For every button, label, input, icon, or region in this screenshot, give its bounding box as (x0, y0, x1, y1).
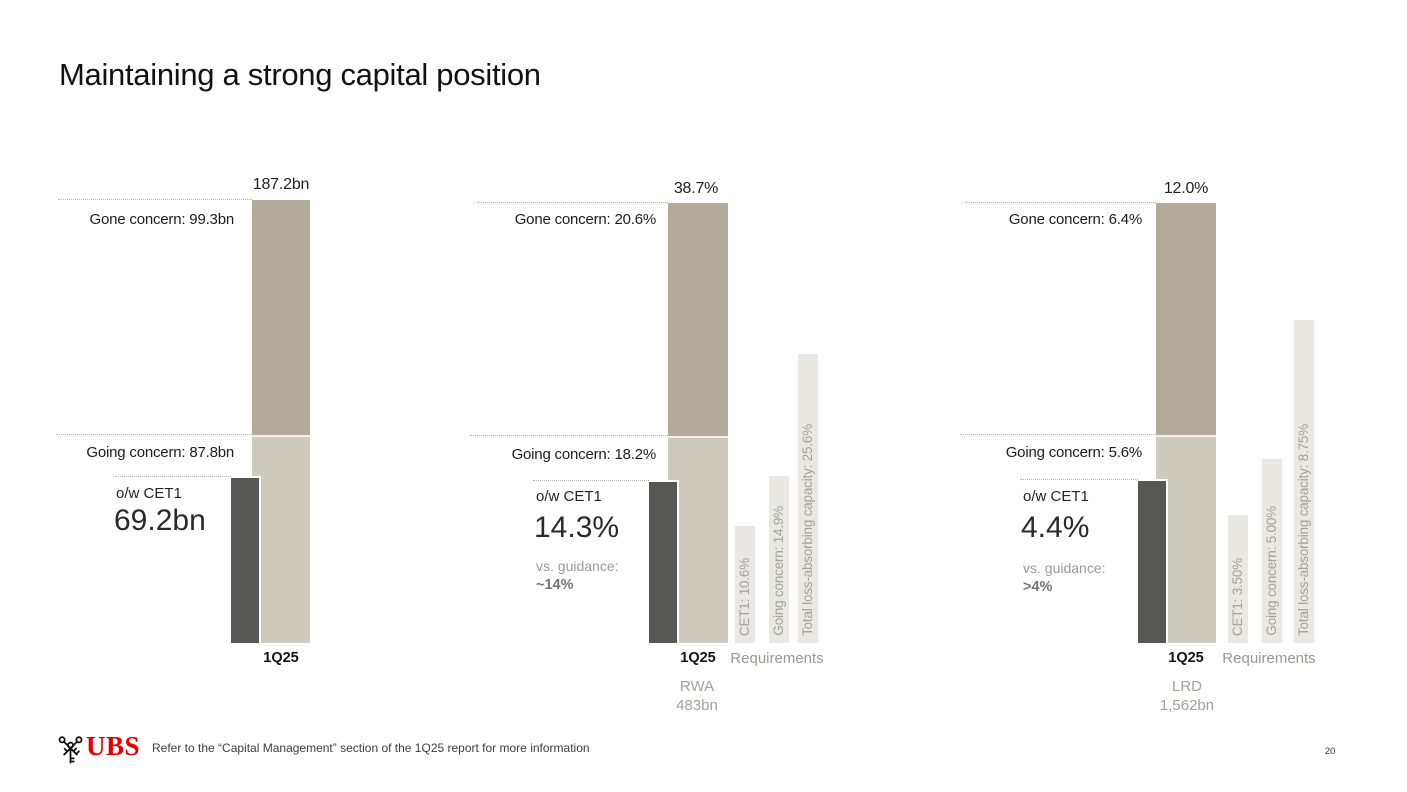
x-axis-label-1q25: 1Q25 (263, 650, 299, 666)
total-dotted-line (58, 199, 252, 200)
gone-concern-label: Gone concern: 20.6% (514, 211, 656, 228)
total-dotted-line (477, 202, 668, 203)
page-number: 20 (1324, 746, 1336, 757)
requirement-bar-cet1: CET1: 10.6% (735, 526, 755, 643)
requirement-bar-label: Total loss-absorbing capacity: 25.6% (800, 424, 815, 636)
denominator-label: RWA 483bn (637, 677, 757, 715)
cet1-value: 14.3% (534, 511, 620, 544)
going-dotted-line (470, 435, 668, 436)
segment-separator (252, 435, 310, 437)
requirement-bar-going-concern: Going concern: 14.9% (769, 476, 789, 643)
denominator-name: LRD (1171, 678, 1202, 695)
requirement-bar-label: CET1: 3.50% (1230, 557, 1245, 636)
cet1-dotted-line (115, 476, 233, 477)
cet1-title: o/w CET1 (116, 485, 182, 502)
requirement-bar-cet1: CET1: 3.50% (1228, 515, 1248, 643)
footnote: Refer to the “Capital Management” sectio… (152, 741, 590, 755)
gone-concern-bar-segment (668, 203, 728, 436)
gone-concern-bar-segment (1156, 203, 1216, 435)
total-value-label: 38.7% (673, 180, 719, 197)
cet1-title: o/w CET1 (1023, 488, 1089, 505)
denominator-name: RWA (679, 678, 715, 695)
x-axis-label-1q25: 1Q25 (680, 650, 716, 666)
going-dotted-line (56, 434, 252, 435)
gone-concern-label: Gone concern: 6.4% (1008, 211, 1142, 228)
requirement-bar-label: Total loss-absorbing capacity: 8.75% (1296, 424, 1311, 636)
x-axis-label-1q25: 1Q25 (1168, 650, 1204, 666)
cet1-dotted-line (533, 480, 651, 481)
guidance-value: ~14% (536, 577, 574, 593)
cet1-title: o/w CET1 (536, 488, 602, 505)
segment-separator (668, 436, 728, 438)
gone-concern-bar-segment (252, 200, 310, 435)
denominator-value: 1,562bn (1159, 697, 1215, 714)
cet1-bar (649, 480, 679, 643)
denominator-label: LRD 1,562bn (1127, 677, 1247, 715)
guidance-title: vs. guidance: (536, 558, 619, 574)
segment-separator (1156, 435, 1216, 437)
cet1-bar (231, 476, 261, 643)
x-axis-label-requirements: Requirements (1222, 650, 1316, 667)
going-concern-bar-segment (252, 437, 310, 643)
requirement-bar-going-concern: Going concern: 5.00% (1262, 459, 1282, 643)
cet1-dotted-line (1020, 479, 1138, 480)
gone-concern-label: Gone concern: 99.3bn (89, 211, 235, 228)
total-dotted-line (965, 202, 1156, 203)
cet1-value: 4.4% (1021, 511, 1090, 544)
guidance-title: vs. guidance: (1023, 560, 1106, 576)
ubs-keys-icon (58, 736, 83, 764)
guidance-value: >4% (1023, 579, 1053, 595)
going-dotted-line (960, 434, 1156, 435)
requirement-bar-label: Going concern: 5.00% (1264, 506, 1279, 636)
total-value-label: 187.2bn (252, 176, 310, 193)
denominator-value: 483bn (676, 697, 718, 714)
requirement-bar-label: Going concern: 14.9% (771, 506, 786, 636)
going-concern-label: Going concern: 5.6% (1005, 444, 1142, 461)
going-concern-label: Going concern: 18.2% (511, 446, 657, 463)
cet1-value: 69.2bn (114, 504, 206, 537)
page-title: Maintaining a strong capital position (59, 57, 541, 92)
requirement-bar-label: CET1: 10.6% (737, 557, 752, 636)
requirement-bar-tlac: Total loss-absorbing capacity: 25.6% (798, 354, 818, 643)
total-value-label: 12.0% (1163, 180, 1209, 197)
requirement-bar-tlac: Total loss-absorbing capacity: 8.75% (1294, 320, 1314, 643)
x-axis-label-requirements: Requirements (730, 650, 824, 667)
going-concern-label: Going concern: 87.8bn (86, 444, 234, 461)
ubs-logo: UBS (86, 731, 141, 761)
cet1-bar (1138, 479, 1168, 643)
